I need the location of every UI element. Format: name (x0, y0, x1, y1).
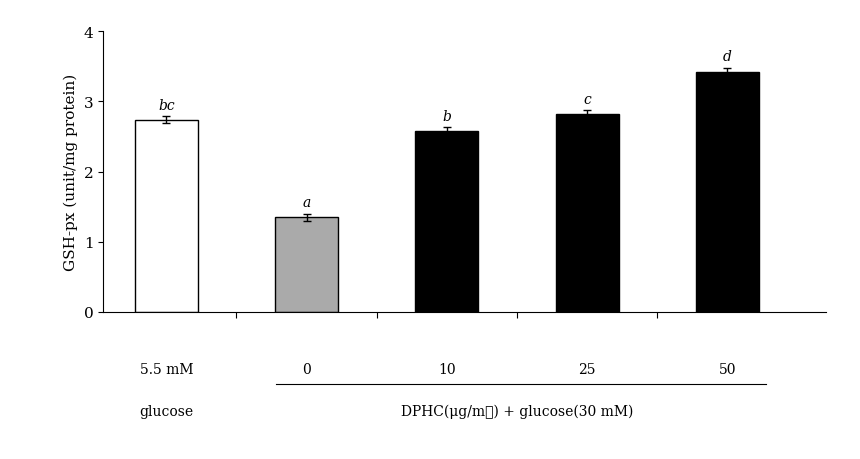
Bar (556, 115, 618, 312)
Bar (415, 132, 478, 312)
Text: 5.5 mM: 5.5 mM (139, 363, 194, 376)
Text: DPHC(μg/mℓ) + glucose(30 mM): DPHC(μg/mℓ) + glucose(30 mM) (401, 403, 633, 418)
Y-axis label: GSH-px (unit/mg protein): GSH-px (unit/mg protein) (64, 74, 78, 270)
Text: b: b (442, 110, 452, 124)
Text: d: d (723, 50, 732, 64)
Text: bc: bc (158, 99, 175, 112)
Text: 10: 10 (438, 363, 456, 376)
Text: c: c (583, 93, 591, 107)
Text: glucose: glucose (139, 404, 194, 418)
Text: 25: 25 (579, 363, 596, 376)
Bar (135, 120, 198, 312)
Text: 50: 50 (719, 363, 736, 376)
Bar (696, 73, 759, 312)
Text: a: a (303, 196, 310, 210)
Text: 0: 0 (302, 363, 311, 376)
Bar (275, 218, 338, 312)
